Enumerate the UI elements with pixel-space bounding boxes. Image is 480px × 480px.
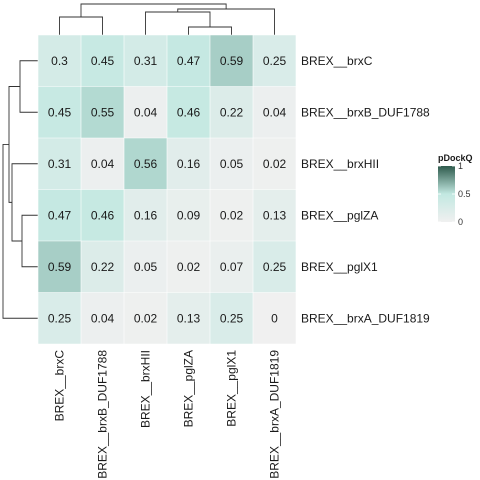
cell-value-label: 0.56 <box>134 157 158 171</box>
heatmap-cell <box>210 35 253 87</box>
cell-value-label: 0.02 <box>177 260 201 274</box>
heatmap-cell <box>38 189 81 241</box>
row-label: BREX__brxC <box>301 54 373 68</box>
cell-value-label: 0.25 <box>48 311 72 325</box>
heatmap-cells: 0.3 0.45 0.31 0.47 0.59 0.25 0.45 0.55 0.04 0.46 0… <box>37 34 297 345</box>
legend-colorbar <box>438 166 455 222</box>
cell-value-label: 0.46 <box>177 105 201 119</box>
column-labels: BREX__brxC BREX__brxB_DUF1788 BREX__brxHII… <box>53 350 282 479</box>
heatmap-cell <box>124 189 167 241</box>
heatmap-cell <box>81 138 124 190</box>
column-label: BREX__brxB_DUF1788 <box>96 350 110 479</box>
cell-value-label: 0.16 <box>134 208 158 222</box>
cell-value-label: 0.59 <box>48 260 72 274</box>
cell-value-label: 0.31 <box>134 54 158 68</box>
heatmap-cell <box>124 35 167 87</box>
cell-value-label: 0.13 <box>177 311 201 325</box>
heatmap-cell <box>81 86 124 138</box>
row-label: BREX__brxB_DUF1788 <box>301 105 430 119</box>
heatmap-cell <box>124 138 167 190</box>
heatmap-cell <box>38 138 81 190</box>
cell-value-label: 0.04 <box>91 157 115 171</box>
heatmap-cell <box>81 189 124 241</box>
cell-value-label: 0.02 <box>263 157 287 171</box>
row-label: BREX__brxHII <box>301 157 379 171</box>
heatmap-cell <box>81 35 124 87</box>
cell-value-label: 0.47 <box>177 54 201 68</box>
cell-value-label: 0.25 <box>263 260 287 274</box>
heatmap-cell <box>167 241 210 293</box>
cell-value-label: 0.47 <box>48 208 72 222</box>
heatmap-cell <box>124 292 167 344</box>
column-label: BREX__brxHII <box>139 350 153 428</box>
heatmap-cell <box>38 241 81 293</box>
cell-value-label: 0.05 <box>220 157 244 171</box>
heatmap-cell <box>210 241 253 293</box>
heatmap-cell <box>210 86 253 138</box>
legend-tick-label: 1 <box>458 161 463 171</box>
row-label: BREX__pglZA <box>301 208 378 222</box>
column-label: BREX__brxA_DUF1819 <box>268 350 282 479</box>
cell-value-label: 0.31 <box>48 157 72 171</box>
heatmap-cell <box>253 138 296 190</box>
cell-value-label: 0.22 <box>220 105 244 119</box>
cell-value-label: 0.22 <box>91 260 115 274</box>
cell-value-label: 0.25 <box>220 311 244 325</box>
cell-value-label: 0.25 <box>263 54 287 68</box>
heatmap-cell <box>253 86 296 138</box>
legend-tick-label: 0 <box>458 217 463 227</box>
cell-value-label: 0.02 <box>134 311 158 325</box>
heatmap-cell <box>38 292 81 344</box>
cell-value-label: 0.45 <box>48 105 72 119</box>
cell-value-label: 0.16 <box>177 157 201 171</box>
cell-value-label: 0.09 <box>177 208 201 222</box>
heatmap-cell <box>124 241 167 293</box>
cell-value-label: 0.05 <box>134 260 158 274</box>
cell-value-label: 0.02 <box>220 208 244 222</box>
heatmap-cell <box>253 35 296 87</box>
legend-tick-label: 0.5 <box>458 189 471 199</box>
cell-value-label: 0.04 <box>263 105 287 119</box>
cell-value-label: 0.46 <box>91 208 115 222</box>
column-dendrogram <box>59 3 275 35</box>
heatmap-cell <box>210 138 253 190</box>
heatmap-cell <box>253 241 296 293</box>
cell-value-label: 0.04 <box>91 311 115 325</box>
row-label: BREX__brxA_DUF1819 <box>301 311 430 325</box>
heatmap-cell <box>38 35 81 87</box>
row-dendrogram <box>2 60 38 319</box>
heatmap-cell <box>124 86 167 138</box>
column-label: BREX__pglX1 <box>225 350 239 427</box>
row-label: BREX__pglX1 <box>301 260 378 274</box>
cell-value-label: 0.55 <box>91 105 115 119</box>
heatmap-cell <box>167 35 210 87</box>
heatmap-cell <box>81 241 124 293</box>
column-label: BREX__brxC <box>53 350 67 422</box>
heatmap-cell <box>253 189 296 241</box>
heatmap-cell <box>167 138 210 190</box>
heatmap-cell <box>210 292 253 344</box>
cell-value-label: 0.13 <box>263 208 287 222</box>
legend-title: pDockQ <box>438 153 473 163</box>
heatmap-cell <box>167 292 210 344</box>
heatmap-cell <box>167 86 210 138</box>
column-label: BREX__pglZA <box>182 350 196 427</box>
heatmap-cell <box>253 292 296 344</box>
heatmap-cell <box>210 189 253 241</box>
cell-value-label: 0 <box>271 311 278 325</box>
cell-value-label: 0.59 <box>220 54 244 68</box>
row-labels: BREX__brxC BREX__brxB_DUF1788 BREX__brxHII… <box>301 54 430 326</box>
color-legend: pDockQ 1 0.5 0 <box>438 153 473 227</box>
cell-value-label: 0.3 <box>51 54 68 68</box>
cell-value-label: 0.04 <box>134 105 158 119</box>
heatmap-cell <box>38 86 81 138</box>
cell-value-label: 0.45 <box>91 54 115 68</box>
heatmap-cell <box>81 292 124 344</box>
cell-value-label: 0.07 <box>220 260 244 274</box>
heatmap-cell <box>167 189 210 241</box>
